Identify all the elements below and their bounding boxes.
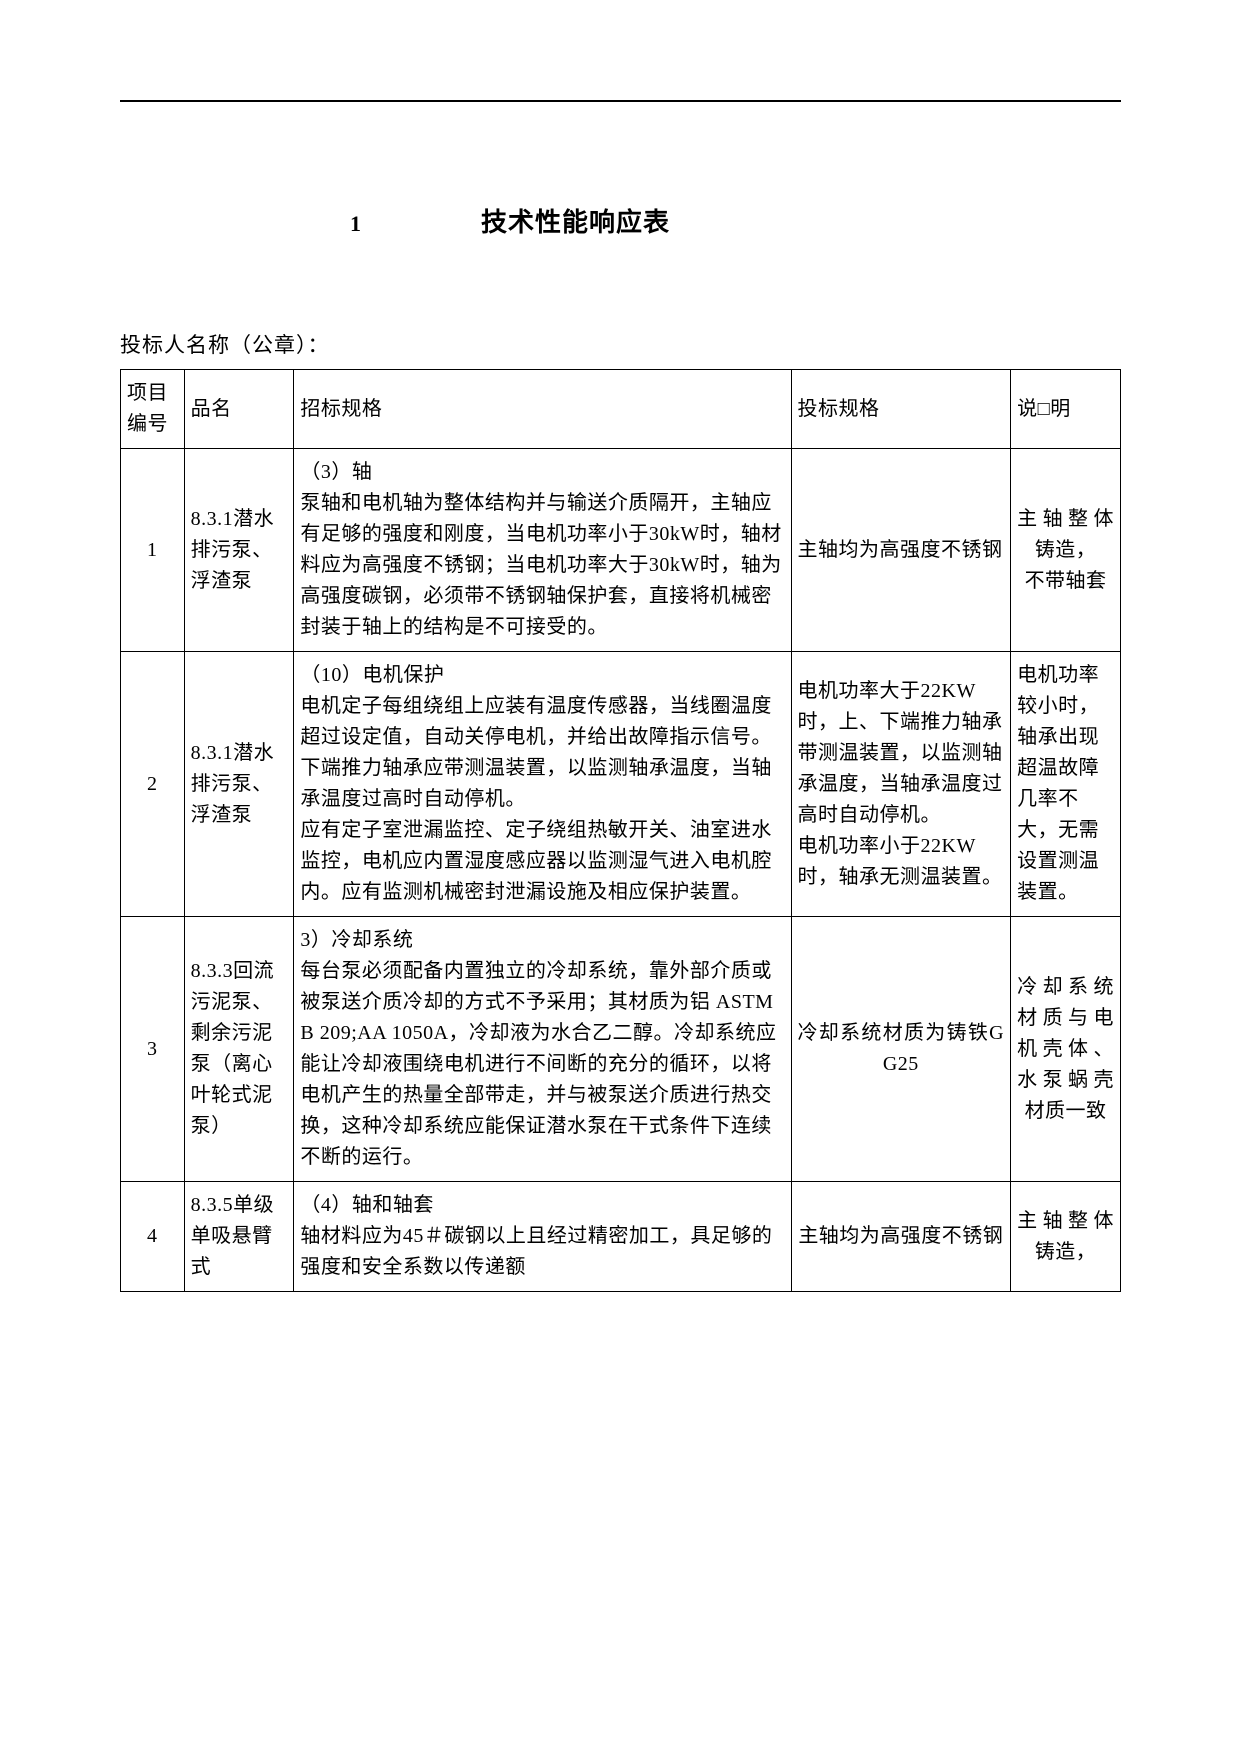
cell-note: 主轴整体铸造， [1011, 1182, 1121, 1292]
cell-bid: 主轴均为高强度不锈钢 [791, 1182, 1011, 1292]
cell-note: 电机功率较小时，轴承出现超温故障几率不大，无需设置测温装置。 [1011, 652, 1121, 917]
table-row: 4 8.3.5单级单吸悬臂式 （4）轴和轴套轴材料应为45＃碳钢以上且经过精密加… [121, 1182, 1121, 1292]
document-title: 1 技术性能响应表 [120, 202, 1121, 239]
cell-index: 3 [121, 917, 185, 1182]
cell-name: 8.3.1潜水排污泵、浮渣泵 [184, 449, 294, 652]
cell-note: 主轴整体铸造，不带轴套 [1011, 449, 1121, 652]
cell-spec: （3）轴泵轴和电机轴为整体结构并与输送介质隔开，主轴应有足够的强度和刚度，当电机… [294, 449, 791, 652]
cell-bid: 主轴均为高强度不锈钢 [791, 449, 1011, 652]
cell-index: 4 [121, 1182, 185, 1292]
title-number: 1 [350, 211, 361, 237]
table-header-row: 项目编号 品名 招标规格 投标规格 说□明 [121, 370, 1121, 449]
table-row: 3 8.3.3回流污泥泵、剩余污泥泵（离心叶轮式泥泵） 3）冷却系统每台泵必须配… [121, 917, 1121, 1182]
bidder-name-label: 投标人名称（公章）： [120, 329, 1121, 359]
cell-index: 2 [121, 652, 185, 917]
header-spec: 招标规格 [294, 370, 791, 449]
header-bid: 投标规格 [791, 370, 1011, 449]
cell-name: 8.3.1潜水排污泵、浮渣泵 [184, 652, 294, 917]
title-text: 技术性能响应表 [481, 202, 670, 239]
cell-spec: 3）冷却系统每台泵必须配备内置独立的冷却系统，靠外部介质或被泵送介质冷却的方式不… [294, 917, 791, 1182]
cell-note: 冷却系统材质与电机壳体、水泵蜗壳材质一致 [1011, 917, 1121, 1182]
cell-index: 1 [121, 449, 185, 652]
cell-bid: 电机功率大于22KW时，上、下端推力轴承带测温装置，以监测轴承温度，当轴承温度过… [791, 652, 1011, 917]
cell-name: 8.3.3回流污泥泵、剩余污泥泵（离心叶轮式泥泵） [184, 917, 294, 1182]
cell-spec: （4）轴和轴套轴材料应为45＃碳钢以上且经过精密加工，具足够的强度和安全系数以传… [294, 1182, 791, 1292]
table-row: 1 8.3.1潜水排污泵、浮渣泵 （3）轴泵轴和电机轴为整体结构并与输送介质隔开… [121, 449, 1121, 652]
spec-response-table: 项目编号 品名 招标规格 投标规格 说□明 1 8.3.1潜水排污泵、浮渣泵 （… [120, 369, 1121, 1292]
table-row: 2 8.3.1潜水排污泵、浮渣泵 （10）电机保护电机定子每组绕组上应装有温度传… [121, 652, 1121, 917]
header-index: 项目编号 [121, 370, 185, 449]
header-name: 品名 [184, 370, 294, 449]
cell-spec: （10）电机保护电机定子每组绕组上应装有温度传感器，当线圈温度超过设定值，自动关… [294, 652, 791, 917]
cell-bid: 冷却系统材质为铸铁GG25 [791, 917, 1011, 1182]
top-rule [120, 100, 1121, 102]
header-note: 说□明 [1011, 370, 1121, 449]
cell-name: 8.3.5单级单吸悬臂式 [184, 1182, 294, 1292]
